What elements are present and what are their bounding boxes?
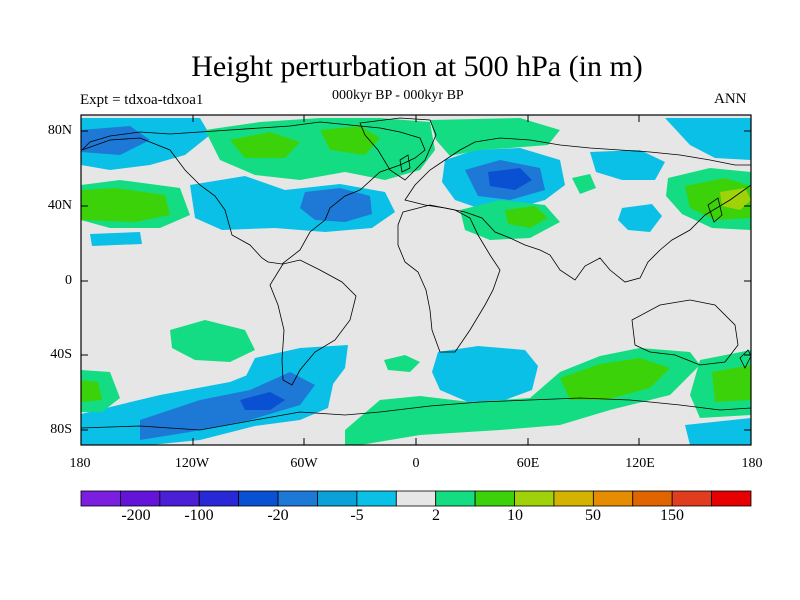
colorbar-swatch: [474, 490, 515, 507]
lon-tick-label: 60W: [290, 456, 318, 471]
southwest-pacific-high: [81, 370, 120, 412]
colorbar-swatch: [435, 490, 476, 507]
colorbar-label: 50: [585, 507, 601, 524]
colorbar-swatch: [592, 490, 634, 507]
southern-ocean-low-core: [140, 372, 315, 440]
lon-tick-label: 120W: [174, 456, 210, 471]
colorbar-swatch: [671, 490, 712, 507]
colorbar-label: 10: [507, 507, 523, 524]
lon-tick-label: 180: [69, 456, 91, 471]
lat-tick-label: 40N: [47, 198, 72, 213]
colorbar-swatch: [317, 490, 358, 507]
south-pacific-high: [170, 320, 255, 362]
colorbar-label: 150: [660, 507, 684, 524]
colorbar-label: -5: [350, 507, 364, 524]
australia-coast: [631, 299, 739, 366]
new-zealand-coast: [739, 349, 751, 369]
east-asia-high-peak: [720, 188, 751, 210]
southern-ocean-strong-low: [240, 392, 285, 410]
coastlines: [81, 117, 751, 431]
subtropical-atlantic-low: [90, 232, 142, 246]
arctic-pacific-low-east: [665, 118, 751, 160]
south-atlantic-high: [384, 355, 420, 372]
china-low: [618, 204, 662, 232]
north-america-coast: [81, 121, 426, 265]
north-atlantic-low-core: [300, 188, 372, 222]
south-atlantic-low: [432, 346, 538, 402]
lon-tick-label: 0: [412, 456, 420, 471]
greenland-coast: [359, 117, 437, 181]
south-america-coast: [269, 259, 357, 386]
season-label: ANN: [714, 91, 747, 107]
colorbar-swatch: [632, 490, 673, 507]
southern-indian-high-core: [560, 358, 670, 400]
colorbar-swatch: [159, 490, 200, 507]
colorbar-swatch: [553, 490, 594, 507]
central-asia-high: [572, 174, 596, 194]
canada-high-core: [230, 132, 300, 158]
africa-coast: [397, 204, 501, 353]
map-title: Height perturbation at 500 hPa (in m): [191, 50, 643, 83]
southwest-pacific-low: [685, 418, 751, 445]
west-pacific-high-core: [81, 188, 170, 222]
lon-tick-label: 60E: [516, 456, 540, 471]
lon-tick-label: 180: [741, 456, 763, 471]
colorbar-swatch: [80, 490, 121, 507]
japan-coast: [707, 197, 723, 223]
colorbar-swatch: [395, 490, 437, 507]
lat-tick-label: 80S: [50, 422, 72, 437]
colorbar-label: 2: [432, 507, 440, 524]
southwest-pacific-high-core: [81, 380, 102, 402]
lon-tick-label: 120E: [625, 456, 655, 471]
colorbar-label: -100: [184, 507, 214, 524]
colorbar-swatch: [238, 490, 279, 507]
colorbar-label: -200: [121, 507, 151, 524]
period-label: 000kyr BP - 000kyr BP: [332, 88, 464, 103]
experiment-label: Expt = tdxoa-tdxoa1: [80, 92, 204, 108]
antarctica-coast: [81, 397, 751, 431]
lat-tick-label: 40S: [50, 347, 72, 362]
colorbar: [80, 490, 752, 507]
eurasia-coast: [404, 137, 751, 283]
europe-arctic-high: [430, 118, 560, 156]
colorbar-swatch: [277, 490, 318, 507]
lon-ticks: [80, 115, 752, 445]
colorbar-swatch: [711, 490, 752, 507]
eurasia-strong-low: [488, 168, 532, 190]
mideast-high-core: [505, 206, 548, 228]
colorbar-swatch: [198, 490, 240, 507]
strong-positive-regions: [720, 188, 751, 210]
strong-negative-regions: [240, 168, 532, 410]
colorbar-label: -20: [267, 507, 289, 524]
uk-coast: [399, 154, 411, 173]
colorbar-swatch: [514, 490, 555, 507]
lat-tick-label: 0: [65, 273, 72, 288]
colorbar-swatch: [120, 490, 161, 507]
southeast-pacific-high-core: [712, 365, 751, 402]
map-panel: [81, 115, 751, 445]
greenland-high-core: [320, 126, 380, 155]
lat-tick-label: 80N: [47, 123, 72, 138]
colorbar-swatch: [356, 490, 397, 507]
lat-ticks: [81, 130, 751, 431]
central-asia-low: [590, 150, 665, 180]
